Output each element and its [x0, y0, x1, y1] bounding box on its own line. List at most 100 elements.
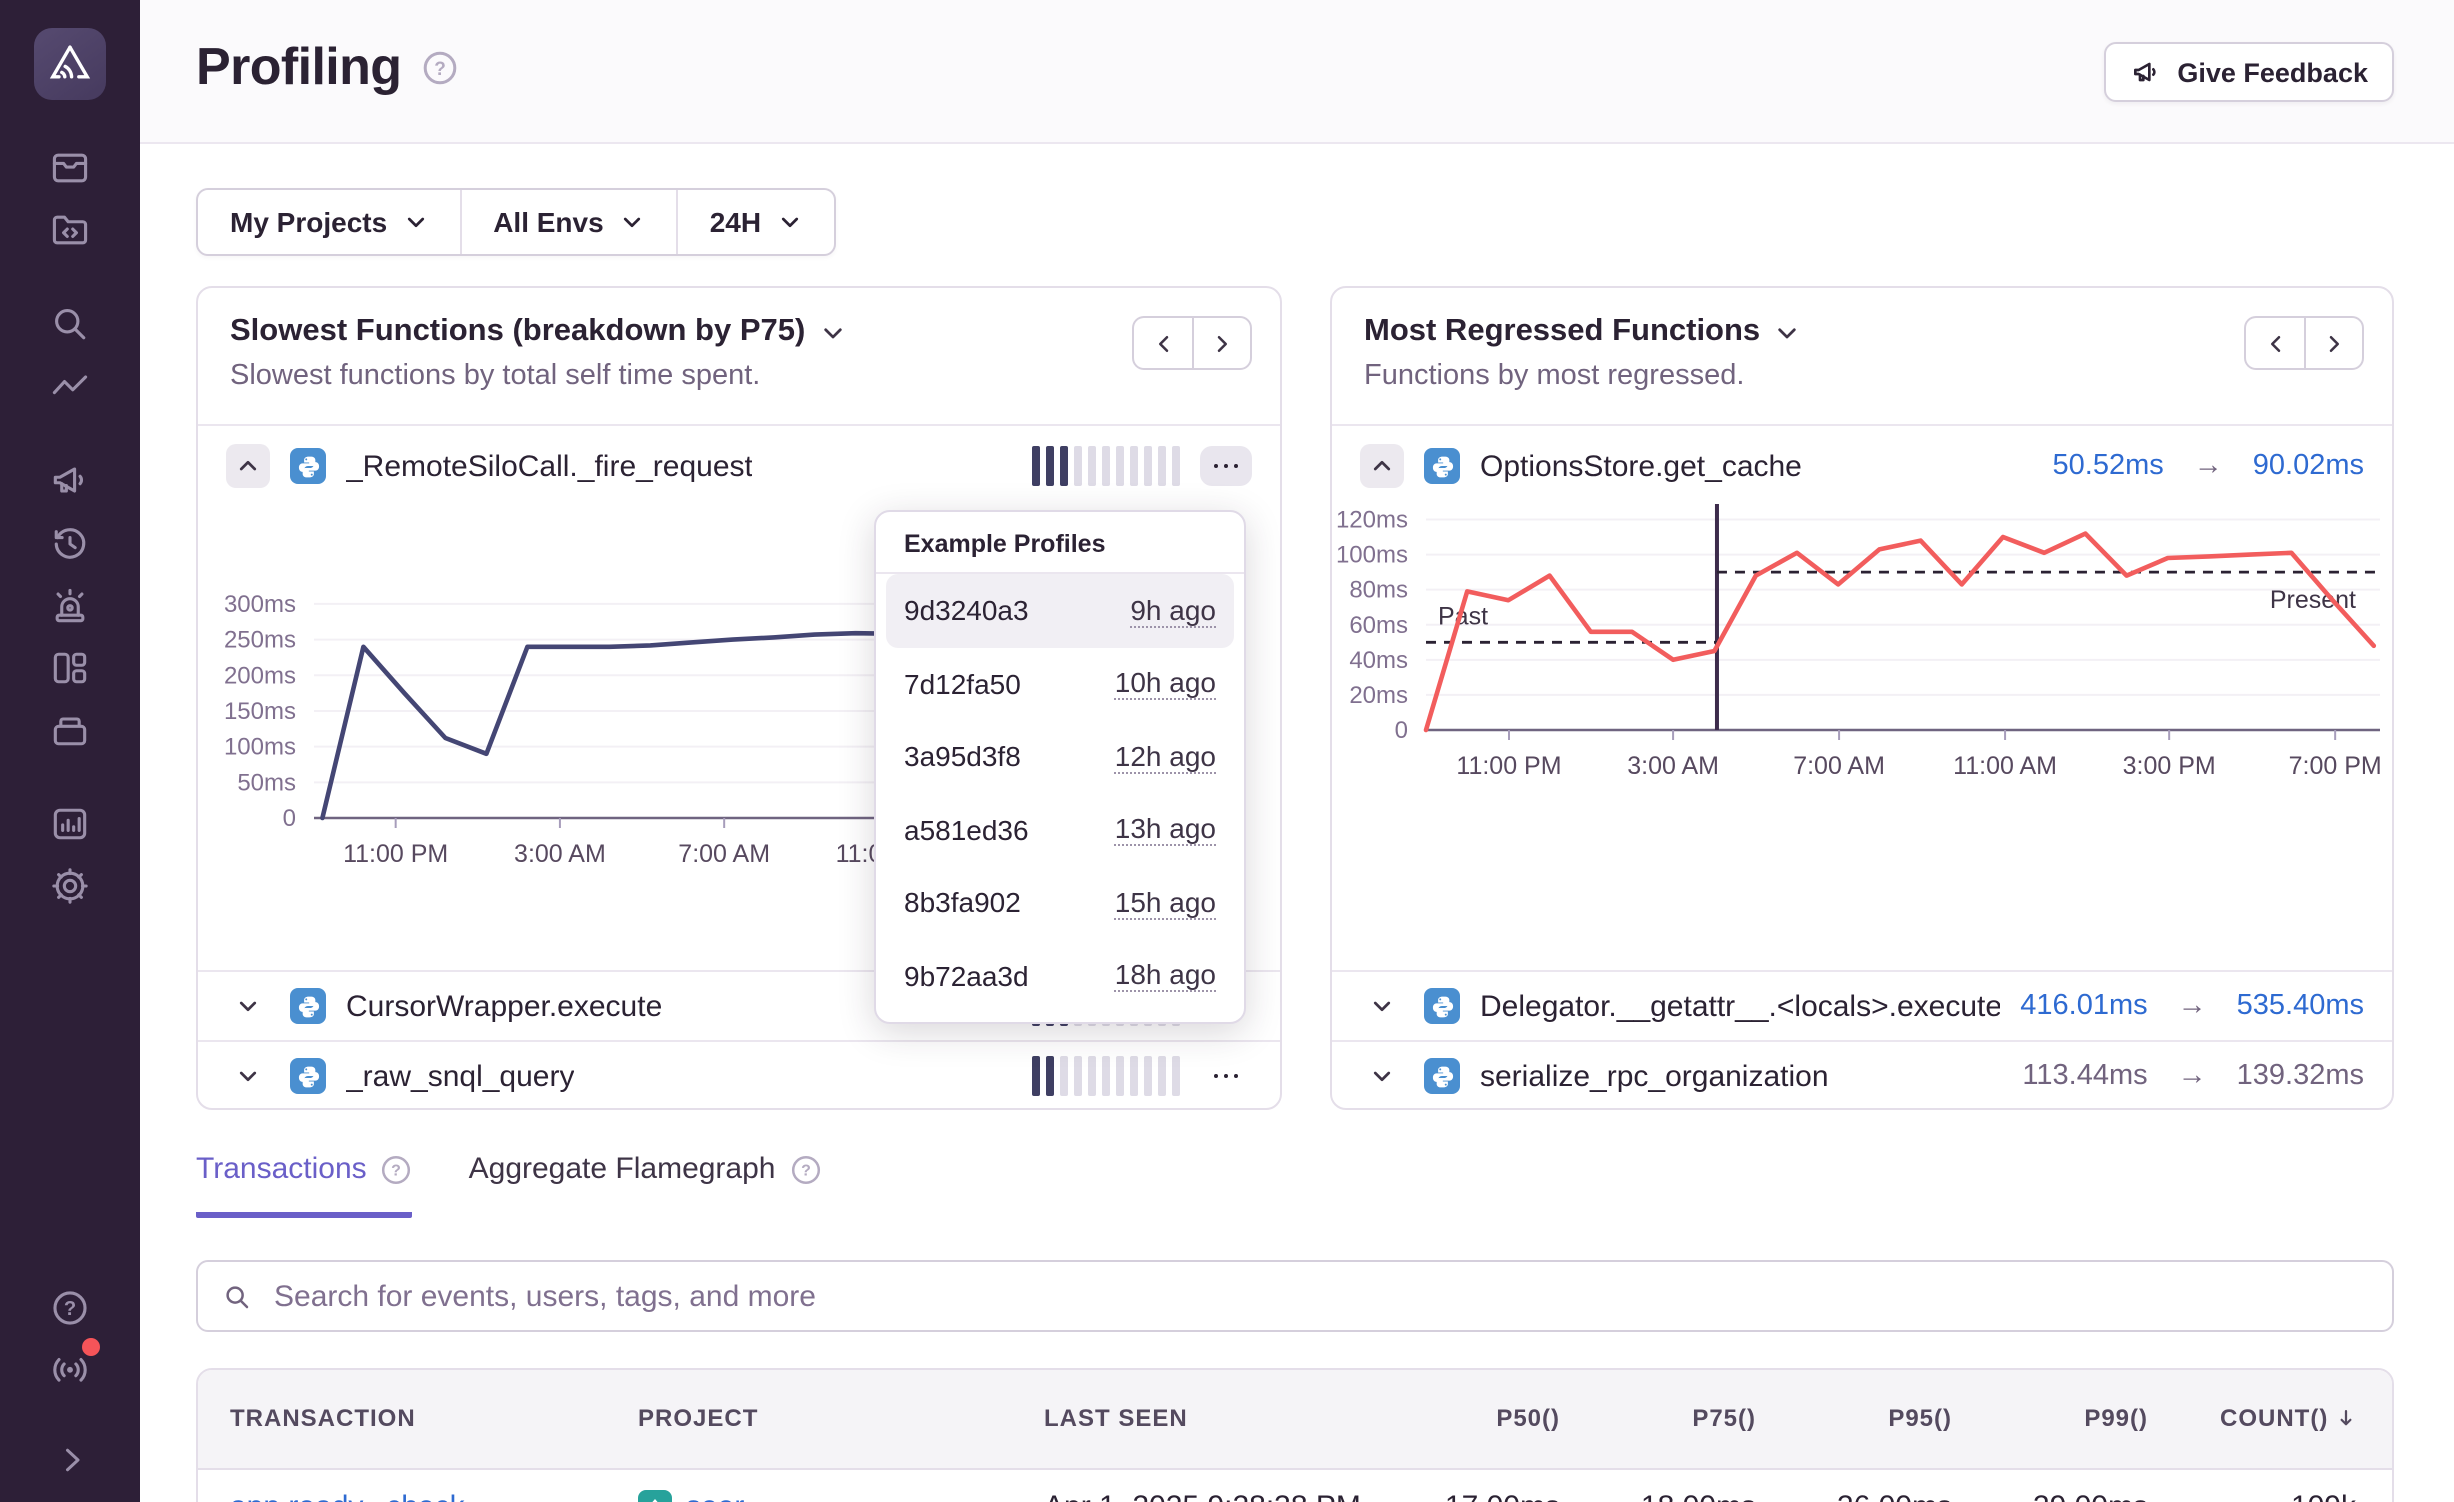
regression-values[interactable]: 113.44ms → 139.32ms [2022, 1060, 2364, 1092]
regressed-function-row[interactable]: serialize_rpc_organization 113.44ms → 139.… [1332, 1040, 2392, 1110]
column-p95[interactable]: P95() [1784, 1370, 1980, 1469]
sidebar-item-replays[interactable] [48, 522, 92, 566]
before-value: 416.01ms [2020, 990, 2148, 1022]
page-title-text: Profiling [196, 36, 402, 96]
profile-item[interactable]: a581ed36 13h ago [886, 793, 1234, 866]
prev-page-button[interactable] [2244, 316, 2304, 370]
profile-age-link[interactable]: 18h ago [1114, 958, 1216, 993]
profile-age-link[interactable]: 12h ago [1114, 739, 1216, 774]
projects-filter[interactable]: My Projects [198, 190, 459, 254]
give-feedback-button[interactable]: Give Feedback [2103, 42, 2394, 102]
column-p50[interactable]: P50() [1392, 1370, 1588, 1469]
svg-text:11:00 PM: 11:00 PM [1456, 752, 1561, 780]
python-platform-icon [1424, 988, 1460, 1024]
dashboards-icon [53, 652, 87, 684]
sentry-logo[interactable] [34, 28, 106, 100]
function-name: _RemoteSiloCall._fire_request [346, 449, 753, 483]
code-folder-icon [52, 215, 88, 245]
sidebar-item-issues[interactable] [48, 146, 92, 190]
row-actions-button[interactable] [1200, 1056, 1252, 1096]
profile-age-link[interactable]: 15h ago [1114, 885, 1216, 920]
expand-row-button[interactable] [1360, 1054, 1404, 1098]
python-platform-icon [290, 988, 326, 1024]
chevron-down-icon [780, 217, 798, 228]
next-page-button[interactable] [1192, 316, 1252, 370]
page-help-icon[interactable]: ? [422, 49, 458, 85]
prev-page-button[interactable] [1132, 316, 1192, 370]
project-icon [638, 1489, 672, 1502]
svg-text:50ms: 50ms [237, 769, 296, 796]
profile-item[interactable]: 3a95d3f8 12h ago [886, 720, 1234, 793]
python-platform-icon [290, 448, 326, 484]
regression-values[interactable]: 416.01ms → 535.40ms [2020, 990, 2364, 1022]
function-row[interactable]: _RemoteSiloCall._fire_request [198, 426, 1280, 506]
profile-item[interactable]: 9d3240a3 9h ago [886, 574, 1234, 647]
profile-age-link[interactable]: 13h ago [1114, 812, 1216, 847]
row-actions-button[interactable] [1200, 446, 1252, 486]
sidebar-item-settings[interactable] [48, 864, 92, 908]
chevron-down-icon [1373, 1001, 1391, 1012]
most-regressed-subtitle: Functions by most regressed. [1364, 360, 1745, 392]
project-link[interactable]: seer [638, 1489, 1012, 1502]
table-header-row: TRANSACTION PROJECT LAST SEEN P50() P75(… [198, 1370, 2392, 1469]
slowest-functions-title-select[interactable]: Slowest Functions (breakdown by P75) [230, 314, 1248, 350]
column-count[interactable]: COUNT() [2176, 1370, 2392, 1469]
projects-filter-label: My Projects [230, 206, 388, 238]
tab-help-icon[interactable]: ? [790, 1153, 822, 1185]
megaphone-icon [53, 467, 83, 493]
expand-row-button[interactable] [226, 1054, 270, 1098]
profile-item[interactable]: 7d12fa50 10h ago [886, 647, 1234, 720]
function-row[interactable]: _raw_snql_query [198, 1040, 1280, 1110]
most-regressed-title-select[interactable]: Most Regressed Functions [1364, 314, 2360, 350]
sidebar-item-alerts[interactable] [48, 584, 92, 628]
column-last-seen[interactable]: LAST SEEN [1012, 1370, 1392, 1469]
sidebar-expand[interactable] [54, 1442, 98, 1486]
environment-filter[interactable]: All Envs [459, 190, 676, 254]
svg-text:40ms: 40ms [1349, 647, 1408, 674]
column-p99[interactable]: P99() [1980, 1370, 2176, 1469]
regressed-function-row[interactable]: OptionsStore.get_cache 50.52ms → 90.02ms [1332, 426, 2392, 506]
sidebar-item-feedback[interactable] [48, 458, 92, 502]
regression-values[interactable]: 50.52ms → 90.02ms [2053, 450, 2365, 482]
column-p75[interactable]: P75() [1588, 1370, 1784, 1469]
sidebar-item-releases[interactable] [48, 708, 92, 752]
collapse-row-button[interactable] [226, 444, 270, 488]
column-project[interactable]: PROJECT [606, 1370, 1012, 1469]
tab-aggregate-flamegraph[interactable]: Aggregate Flamegraph ? [469, 1152, 822, 1218]
collapse-row-button[interactable] [1360, 444, 1404, 488]
search-input[interactable] [270, 1277, 2368, 1315]
after-value: 139.32ms [2236, 1060, 2364, 1092]
sidebar-item-dashboards[interactable] [48, 646, 92, 690]
profile-item[interactable]: 9b72aa3d 18h ago [886, 939, 1234, 1012]
sidebar-item-traces[interactable] [48, 366, 92, 410]
chevron-up-icon [1373, 460, 1391, 471]
function-name: serialize_rpc_organization [1480, 1059, 1829, 1093]
expand-row-button[interactable] [226, 984, 270, 1028]
chevron-down-icon [1373, 1071, 1391, 1082]
function-name: Delegator.__getattr__.<locals>.execute [1480, 989, 2001, 1023]
sidebar-item-stats[interactable] [48, 802, 92, 846]
transaction-link[interactable]: app.ready._check [230, 1489, 465, 1502]
history-clock-icon [54, 528, 86, 559]
count-cell: 109k [2176, 1468, 2392, 1502]
expand-row-button[interactable] [1360, 984, 1404, 1028]
table-row[interactable]: app.ready._check seer Apr 1, 2025 9:28:3… [198, 1468, 2392, 1502]
profile-age-link[interactable]: 9h ago [1130, 593, 1216, 628]
tab-transactions[interactable]: Transactions ? [196, 1152, 413, 1218]
last-seen-cell: Apr 1, 2025 9:28:38 PM [1012, 1468, 1392, 1502]
date-range-filter[interactable]: 24H [675, 190, 833, 254]
next-page-button[interactable] [2304, 316, 2364, 370]
tab-help-icon[interactable]: ? [381, 1153, 413, 1185]
sidebar-item-help[interactable]: ? [48, 1286, 92, 1330]
profile-age-link[interactable]: 10h ago [1114, 666, 1216, 701]
profile-item[interactable]: 8b3fa902 15h ago [886, 866, 1234, 939]
view-tabs: Transactions ? Aggregate Flamegraph ? [196, 1152, 822, 1218]
profile-distribution-bars [1031, 1056, 1180, 1096]
svg-text:0: 0 [283, 805, 296, 832]
p99-cell: 29.00ms [1980, 1468, 2176, 1502]
sidebar-item-explore[interactable] [48, 302, 92, 346]
regressed-function-row[interactable]: Delegator.__getattr__.<locals>.execute 4… [1332, 970, 2392, 1040]
column-transaction[interactable]: TRANSACTION [198, 1370, 606, 1469]
sidebar-item-projects[interactable] [48, 208, 92, 252]
sidebar-item-whats-new[interactable] [48, 1338, 100, 1390]
